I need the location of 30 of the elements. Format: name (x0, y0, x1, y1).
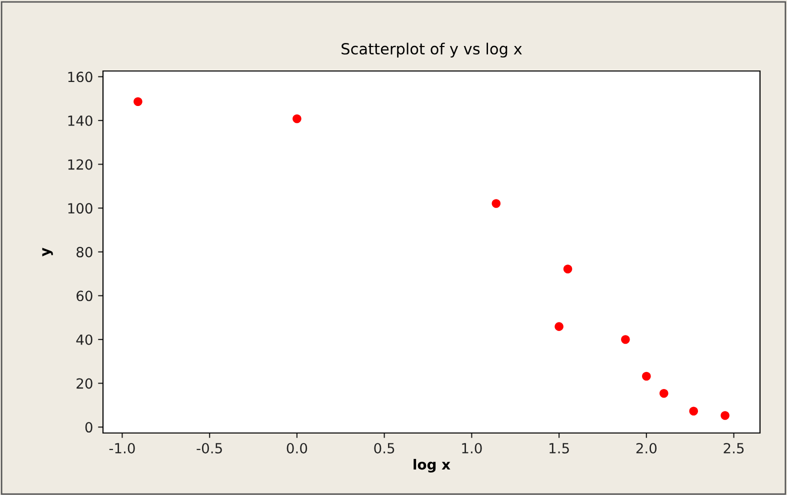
point (292, 114, 302, 124)
x-tick-label: -0.5 (196, 442, 222, 454)
point (720, 411, 730, 420)
point (554, 322, 564, 331)
y-tick-label: 160 (68, 72, 92, 82)
point (660, 388, 668, 398)
x-axis-title: log x (414, 458, 450, 472)
point (563, 264, 572, 274)
y-tick-label: 60 (76, 290, 92, 302)
x-tick-label: 2.0 (636, 442, 657, 454)
chart-title: Scatterplot of y vs log x (342, 42, 522, 58)
y-tick-label: 140 (68, 115, 92, 126)
y-tick-label: 80 (76, 246, 92, 258)
y-tick-label: 120 (68, 159, 92, 170)
x-tick-label: 0.5 (374, 442, 394, 454)
y-tick-label: 0 (85, 422, 92, 433)
y-axis-title: y (42, 248, 53, 256)
y-tick-label: 100 (68, 203, 92, 214)
point (642, 372, 651, 381)
x-tick-label: 2.5 (724, 442, 744, 454)
point (621, 335, 630, 344)
x-tick-label: 1.5 (550, 443, 569, 454)
x-tick-label: 1.0 (462, 442, 482, 454)
point (134, 97, 142, 106)
x-tick-label: -1.0 (109, 442, 135, 454)
x-tick-label: 0.0 (286, 442, 308, 454)
point (689, 406, 698, 416)
y-tick-label: 40 (76, 334, 92, 345)
point (492, 199, 501, 208)
y-tick-label: 20 (76, 378, 92, 389)
